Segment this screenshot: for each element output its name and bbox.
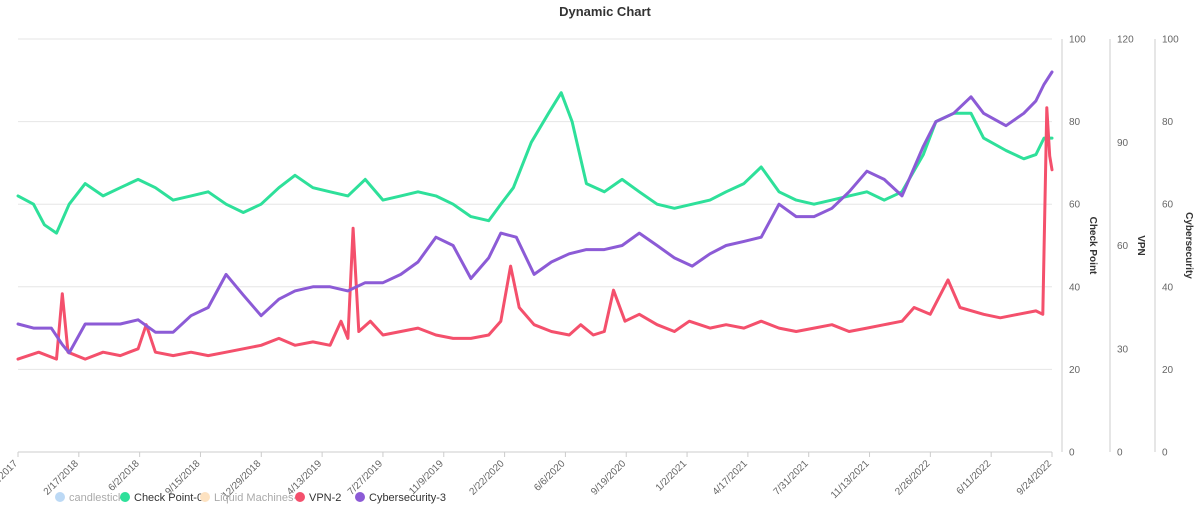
- x-tick-label: 11/4/2017: [0, 458, 20, 497]
- x-tick-label: 9/24/2022: [1015, 458, 1055, 498]
- tick-label-checkpoint: 60: [1069, 200, 1081, 211]
- axis-title-checkpoint: Check Point: [1087, 217, 1098, 275]
- legend-item-candlestick[interactable]: candlestick: [55, 492, 124, 504]
- tick-label-cyber: 100: [1162, 35, 1179, 46]
- legend-item-liquid-machines-1[interactable]: Liquid Machines-1: [200, 492, 303, 504]
- tick-label-checkpoint: 100: [1069, 35, 1086, 46]
- legend-item-vpn-2[interactable]: VPN-2: [295, 492, 341, 504]
- x-tick-label: 1/2/2021: [654, 458, 690, 494]
- tick-label-checkpoint: 40: [1069, 282, 1081, 293]
- x-tick-label: 11/13/2021: [829, 458, 872, 501]
- tick-label-checkpoint: 80: [1069, 117, 1081, 128]
- legend-label: Liquid Machines-1: [214, 492, 303, 504]
- series-lines: [16, 70, 1054, 361]
- tick-label-checkpoint: 20: [1069, 365, 1081, 376]
- x-tick-label: 2/22/2020: [467, 458, 507, 498]
- legend-label: Cybersecurity-3: [369, 492, 446, 504]
- legend-marker: [295, 492, 305, 502]
- legend-marker: [120, 492, 130, 502]
- x-tick-label: 7/31/2021: [772, 458, 812, 498]
- tick-label-vpn: 0: [1117, 448, 1123, 459]
- x-tick-label: 6/2/2018: [106, 458, 142, 494]
- x-tick-label: 4/17/2021: [711, 458, 751, 498]
- legend-item-cybersecurity-3[interactable]: Cybersecurity-3: [355, 492, 446, 504]
- legend-label: VPN-2: [309, 492, 341, 504]
- tick-label-cyber: 80: [1162, 117, 1174, 128]
- legend-marker: [355, 492, 365, 502]
- gridlines: [18, 38, 1052, 453]
- tick-label-cyber: 40: [1162, 282, 1174, 293]
- x-tick-label: 2/26/2022: [893, 458, 933, 498]
- axis-title-cyber: Cybersecurity: [1183, 212, 1194, 279]
- chart-title: Dynamic Chart: [559, 4, 651, 19]
- series-line-cybersecurity-3[interactable]: [16, 70, 1054, 355]
- tick-label-vpn: 30: [1117, 344, 1129, 355]
- x-tick-label: 6/6/2020: [532, 458, 568, 494]
- tick-label-checkpoint: 0: [1069, 448, 1075, 459]
- tick-label-cyber: 60: [1162, 200, 1174, 211]
- right-axes: 0 20 40 60 80 100 Check Point 0 30 60 90 120 VPN 0 20 4…: [1061, 35, 1194, 459]
- tick-label-vpn: 90: [1117, 138, 1129, 149]
- axis-title-vpn: VPN: [1135, 235, 1146, 256]
- x-tick-label: 9/19/2020: [589, 458, 629, 498]
- legend-marker: [200, 492, 210, 502]
- legend-item-check-point-0[interactable]: Check Point-0: [120, 492, 203, 504]
- tick-label-cyber: 20: [1162, 365, 1174, 376]
- tick-label-cyber: 0: [1162, 448, 1168, 459]
- legend-label: candlestick: [69, 492, 124, 504]
- legend-label: Check Point-0: [134, 492, 203, 504]
- series-line-vpn-2[interactable]: [16, 106, 1054, 361]
- series-line-check-point-0[interactable]: [16, 91, 1054, 235]
- tick-label-vpn: 60: [1117, 241, 1129, 252]
- x-tick-label: 6/11/2022: [955, 458, 994, 497]
- tick-label-vpn: 120: [1117, 35, 1134, 46]
- legend: candlestick Check Point-0 Liquid Machines-…: [55, 492, 446, 504]
- legend-marker: [55, 492, 65, 502]
